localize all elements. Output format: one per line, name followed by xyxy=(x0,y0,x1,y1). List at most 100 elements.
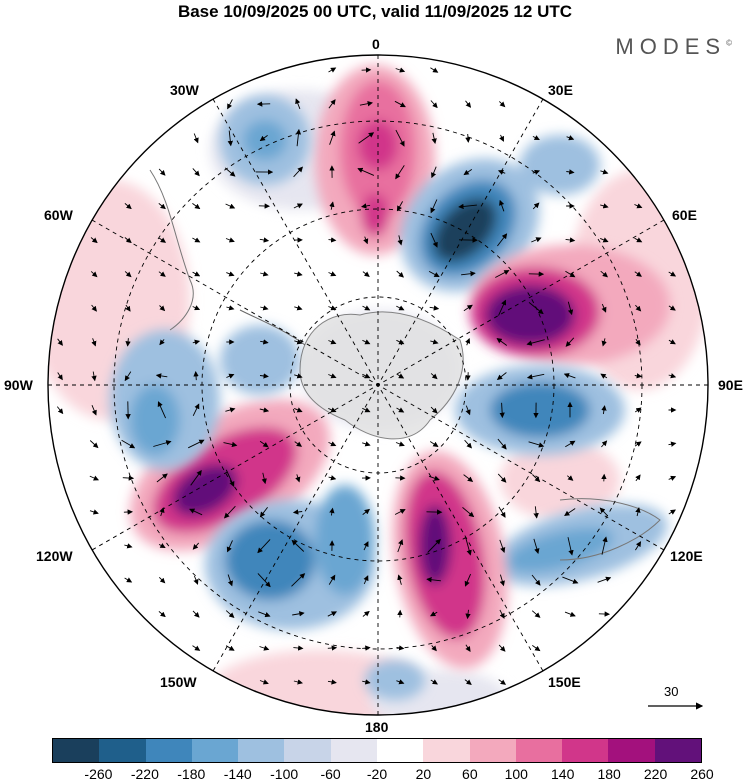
lon-label-120w: 120W xyxy=(36,548,73,564)
wind-vector xyxy=(668,305,676,311)
wind-vector xyxy=(397,539,404,553)
wind-vector xyxy=(430,406,438,414)
wind-vector xyxy=(429,305,440,311)
wind-vector xyxy=(601,303,607,313)
wind-vector xyxy=(431,132,437,144)
wind-vector xyxy=(496,372,507,381)
wind-vector xyxy=(498,506,506,518)
wind-vector xyxy=(668,441,677,447)
wind-vector xyxy=(395,129,405,147)
wind-vector xyxy=(394,100,406,108)
wind-vector xyxy=(159,339,165,346)
wind-vector xyxy=(327,611,337,617)
south-america-tip xyxy=(149,169,194,331)
wind-vector xyxy=(395,67,406,73)
wind-vector xyxy=(362,441,371,447)
lon-label-90w: 90W xyxy=(4,377,33,393)
wind-vector xyxy=(192,403,200,416)
negative-anomaly-90w-inner xyxy=(130,385,180,455)
wind-vector xyxy=(294,441,303,447)
wind-vector xyxy=(227,130,234,147)
map-title: Base 10/09/2025 00 UTC, valid 11/09/2025… xyxy=(177,2,573,21)
wind-vector xyxy=(294,373,303,379)
negative-anomaly-90w-lobe xyxy=(220,325,300,395)
wind-vector xyxy=(121,439,136,449)
wind-vector xyxy=(225,645,235,651)
brand-mark: © xyxy=(726,38,732,48)
wind-vector xyxy=(464,439,473,449)
wind-vector xyxy=(668,509,676,515)
wind-vector xyxy=(531,574,541,586)
wind-vector xyxy=(430,67,439,73)
wind-vector xyxy=(465,133,471,143)
wind-vector xyxy=(362,610,370,617)
wind-vector xyxy=(362,407,371,413)
wind-vector xyxy=(327,645,338,651)
wind-vector xyxy=(125,338,131,347)
wind-vector xyxy=(294,305,303,311)
wind-vector xyxy=(328,441,337,447)
wind-vector xyxy=(430,100,438,109)
wind-vector xyxy=(499,134,504,142)
wind-vector xyxy=(293,679,303,685)
colorbar-tick-label: -180 xyxy=(177,766,206,782)
wind-vector xyxy=(497,233,508,247)
wind-vector xyxy=(193,133,199,144)
wind-vector xyxy=(125,304,131,312)
colorbar-segment-12 xyxy=(608,739,655,762)
colorbar-segment-8 xyxy=(423,739,470,762)
wind-vector xyxy=(531,237,542,243)
colorbar-segment-3 xyxy=(191,739,239,762)
colorbar-tick-label: 220 xyxy=(643,766,668,782)
wind-vector xyxy=(600,169,609,175)
wind-vector xyxy=(327,679,337,685)
colorbar-tick-label: -20 xyxy=(366,766,388,782)
wind-vector xyxy=(601,338,607,347)
colorbar-segment-1 xyxy=(99,739,146,762)
map-border xyxy=(47,54,709,716)
wind-vector xyxy=(158,203,166,210)
wind-vector xyxy=(634,407,642,413)
wind-vector xyxy=(565,237,576,243)
wind-vector xyxy=(122,475,135,481)
wind-vector xyxy=(225,407,236,413)
wind-vector xyxy=(465,100,472,108)
wind-vector xyxy=(597,576,612,583)
colorbar xyxy=(52,738,702,763)
wind-vector xyxy=(57,338,63,346)
wind-vector xyxy=(227,574,233,587)
wind-vector xyxy=(362,271,370,277)
wind-vector xyxy=(430,373,438,380)
wind-vector xyxy=(294,271,303,277)
wind-vector xyxy=(635,304,642,312)
positive-anomaly-60e-inner xyxy=(485,285,575,345)
colorbar-tick-label: 140 xyxy=(551,766,575,782)
wind-vector xyxy=(532,135,540,141)
wind-vector xyxy=(362,679,371,685)
wind-vector xyxy=(601,440,608,448)
wind-vector xyxy=(190,469,202,486)
wind-vector xyxy=(600,373,608,379)
wind-vector xyxy=(291,539,305,552)
colorbar-segment-10 xyxy=(515,739,563,762)
wind-vector xyxy=(291,573,306,587)
wind-vector xyxy=(396,645,405,651)
wind-vector xyxy=(498,101,506,108)
wind-vector xyxy=(496,337,508,346)
wind-vector xyxy=(397,235,403,246)
wind-vector xyxy=(192,168,200,177)
wind-vector xyxy=(635,507,641,517)
wind-vector xyxy=(158,543,166,549)
wind-vector xyxy=(532,169,541,175)
colorbar-segment-13 xyxy=(654,739,701,762)
wind-vector xyxy=(124,543,133,549)
colorbar-tick-label: 260 xyxy=(690,766,714,782)
wind-vector xyxy=(57,372,63,381)
wind-vector xyxy=(431,645,437,652)
colorbar-tick-label: -100 xyxy=(270,766,299,782)
lon-label-90e: 90E xyxy=(718,377,743,393)
wind-vector xyxy=(193,371,199,381)
wind-vector xyxy=(363,236,369,245)
colorbar-segment-6 xyxy=(330,739,377,762)
wind-vector xyxy=(293,203,303,209)
